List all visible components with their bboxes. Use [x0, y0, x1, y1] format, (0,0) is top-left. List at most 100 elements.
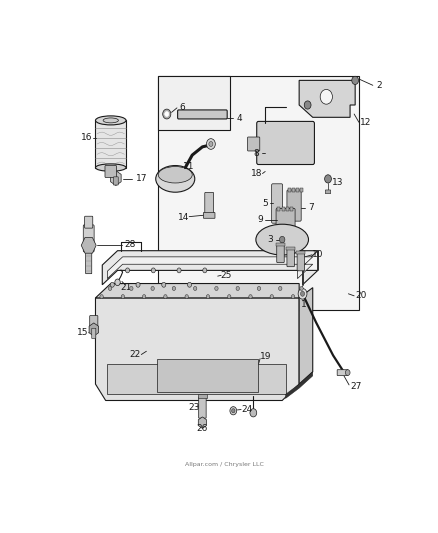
FancyBboxPatch shape [198, 394, 207, 398]
Circle shape [142, 295, 146, 298]
Text: 2: 2 [376, 81, 382, 90]
Circle shape [165, 111, 169, 117]
Text: 22: 22 [129, 350, 140, 359]
Circle shape [108, 286, 112, 290]
Text: 24: 24 [241, 405, 252, 414]
Text: 17: 17 [135, 174, 147, 183]
Text: 28: 28 [124, 240, 136, 249]
FancyBboxPatch shape [297, 253, 304, 271]
FancyBboxPatch shape [178, 110, 227, 119]
Circle shape [279, 286, 282, 290]
Polygon shape [107, 257, 313, 279]
Circle shape [236, 286, 240, 290]
Text: 15: 15 [77, 328, 88, 337]
Text: 21: 21 [120, 283, 132, 292]
FancyBboxPatch shape [90, 316, 98, 329]
Circle shape [110, 282, 114, 287]
Polygon shape [102, 251, 318, 285]
FancyBboxPatch shape [83, 225, 94, 252]
Circle shape [185, 295, 188, 298]
Circle shape [352, 76, 359, 85]
Text: 1: 1 [301, 300, 307, 309]
Circle shape [250, 409, 257, 417]
Text: 20: 20 [355, 292, 367, 300]
FancyBboxPatch shape [247, 137, 260, 151]
Circle shape [172, 286, 176, 290]
FancyBboxPatch shape [85, 216, 93, 228]
FancyBboxPatch shape [105, 166, 117, 177]
Text: 23: 23 [188, 403, 200, 413]
Polygon shape [107, 364, 286, 394]
Circle shape [151, 286, 154, 290]
FancyBboxPatch shape [287, 248, 294, 266]
FancyBboxPatch shape [300, 188, 303, 192]
Circle shape [203, 268, 207, 273]
Text: 9: 9 [257, 215, 263, 224]
Circle shape [227, 295, 231, 298]
FancyBboxPatch shape [297, 251, 305, 254]
FancyBboxPatch shape [86, 249, 92, 273]
FancyBboxPatch shape [257, 122, 314, 165]
Circle shape [100, 295, 103, 298]
FancyBboxPatch shape [199, 397, 206, 418]
Circle shape [325, 175, 332, 183]
Ellipse shape [103, 118, 118, 123]
Text: 11: 11 [183, 162, 194, 171]
FancyBboxPatch shape [286, 207, 289, 211]
FancyBboxPatch shape [158, 76, 230, 130]
Circle shape [345, 370, 350, 375]
Text: Allpar.com / Chrysler LLC: Allpar.com / Chrysler LLC [185, 462, 264, 466]
Polygon shape [95, 284, 299, 298]
Circle shape [187, 282, 191, 287]
Circle shape [121, 295, 124, 298]
Circle shape [230, 407, 237, 415]
Circle shape [115, 279, 120, 286]
Text: 5: 5 [262, 199, 268, 208]
FancyBboxPatch shape [288, 188, 291, 192]
Text: 13: 13 [332, 177, 344, 187]
Ellipse shape [256, 224, 308, 255]
FancyBboxPatch shape [277, 207, 280, 211]
Circle shape [300, 286, 303, 290]
Polygon shape [299, 288, 313, 384]
Circle shape [249, 295, 252, 298]
Circle shape [164, 295, 167, 298]
Circle shape [206, 295, 210, 298]
Circle shape [126, 268, 130, 273]
Circle shape [162, 109, 171, 119]
FancyBboxPatch shape [277, 245, 284, 263]
Text: 27: 27 [350, 382, 361, 391]
FancyBboxPatch shape [282, 207, 285, 211]
Circle shape [298, 288, 307, 299]
Ellipse shape [158, 166, 192, 183]
Circle shape [151, 268, 155, 273]
Circle shape [304, 101, 311, 109]
FancyBboxPatch shape [290, 207, 293, 211]
Circle shape [177, 268, 181, 273]
FancyBboxPatch shape [95, 120, 126, 167]
FancyBboxPatch shape [205, 192, 214, 216]
Circle shape [232, 409, 235, 413]
FancyBboxPatch shape [272, 184, 283, 223]
Polygon shape [158, 76, 359, 310]
Circle shape [130, 286, 133, 290]
Polygon shape [156, 359, 258, 392]
Circle shape [209, 142, 213, 147]
Polygon shape [299, 80, 355, 117]
Circle shape [215, 286, 218, 290]
FancyBboxPatch shape [113, 177, 118, 185]
Circle shape [257, 286, 261, 290]
Circle shape [136, 282, 140, 287]
Polygon shape [286, 372, 313, 399]
Circle shape [320, 90, 332, 104]
FancyBboxPatch shape [325, 190, 331, 193]
Ellipse shape [95, 116, 126, 125]
FancyBboxPatch shape [276, 243, 285, 246]
Text: 3: 3 [268, 235, 273, 244]
Circle shape [194, 286, 197, 290]
Text: 19: 19 [259, 352, 271, 361]
Text: 4: 4 [237, 114, 243, 123]
Circle shape [291, 295, 295, 298]
FancyBboxPatch shape [276, 208, 295, 236]
Circle shape [270, 295, 273, 298]
